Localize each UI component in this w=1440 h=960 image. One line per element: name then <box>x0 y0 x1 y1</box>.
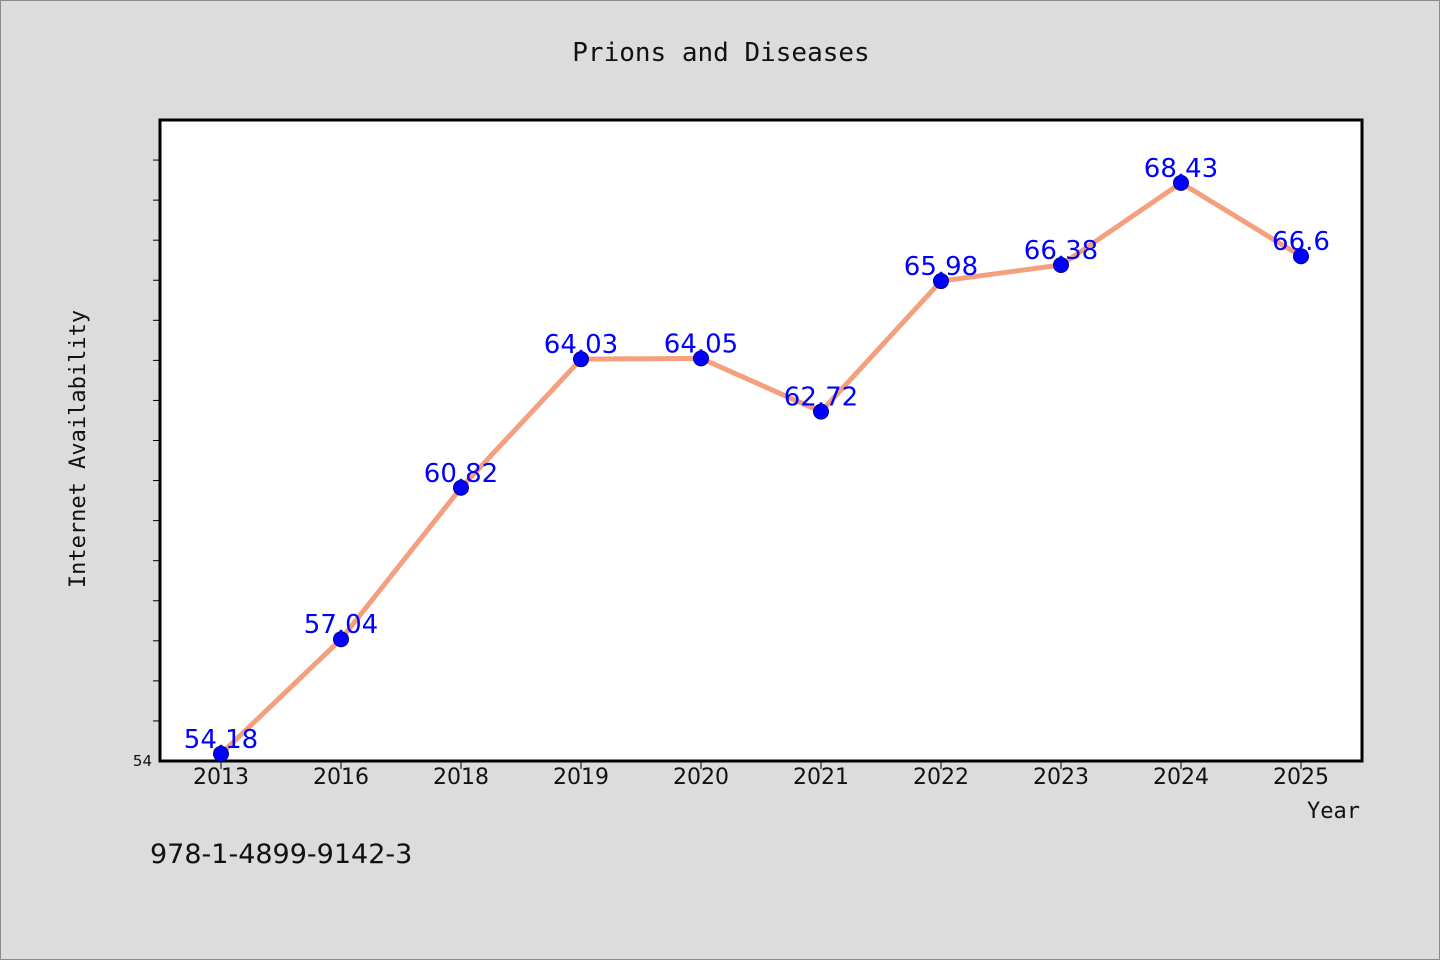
data-point <box>1053 257 1069 274</box>
x-tick-label: 2025 <box>1273 765 1329 790</box>
data-point <box>813 403 829 420</box>
x-axis-label: Year <box>1307 799 1360 824</box>
data-label: 60.82 <box>424 459 498 489</box>
data-label: 64.03 <box>544 330 618 360</box>
data-point <box>573 351 589 368</box>
data-point <box>1173 174 1189 191</box>
x-tick-label: 2022 <box>913 765 969 790</box>
chart-title: Prions and Diseases <box>572 38 869 68</box>
data-label: 66.38 <box>1024 236 1098 266</box>
data-point <box>693 350 709 367</box>
x-tick-label: 2024 <box>1153 765 1209 790</box>
data-point <box>933 273 949 290</box>
data-label: 64.05 <box>664 329 738 359</box>
data-label: 65.98 <box>904 252 978 282</box>
x-tick-label: 2016 <box>313 765 369 790</box>
data-point <box>333 631 349 648</box>
data-label: 62.72 <box>784 383 858 413</box>
x-axis-ticks: 2013 2016 2018 2019 2020 2021 2022 2023 2024 2025 <box>193 761 1329 790</box>
x-tick-label: 2023 <box>1033 765 1089 790</box>
data-labels: 54.18 57.04 60.82 64.03 64.05 62.72 65.98 66.38… <box>184 154 1330 755</box>
x-tick-label: 2013 <box>193 765 249 790</box>
data-point <box>213 745 229 762</box>
x-tick-label: 2019 <box>553 765 609 790</box>
data-label: 54.18 <box>184 725 258 755</box>
data-label: 66.6 <box>1272 227 1330 257</box>
series-line-group <box>218 180 1304 757</box>
isbn-text: 978-1-4899-9142-3 <box>150 839 412 870</box>
data-markers <box>213 174 1309 762</box>
series-line <box>218 180 1304 757</box>
data-point <box>453 479 469 496</box>
y-axis-ticks: 54 <box>133 159 160 770</box>
plot-area <box>158 118 1364 763</box>
data-label: 57.04 <box>304 610 378 640</box>
x-tick-label: 2018 <box>433 765 489 790</box>
data-label: 68.43 <box>1144 154 1218 184</box>
data-point <box>1293 248 1309 265</box>
x-tick-label: 2021 <box>793 765 849 790</box>
y-tick-label: 54 <box>133 752 152 770</box>
y-axis-label: Internet Availability <box>66 310 91 588</box>
x-tick-label: 2020 <box>673 765 729 790</box>
